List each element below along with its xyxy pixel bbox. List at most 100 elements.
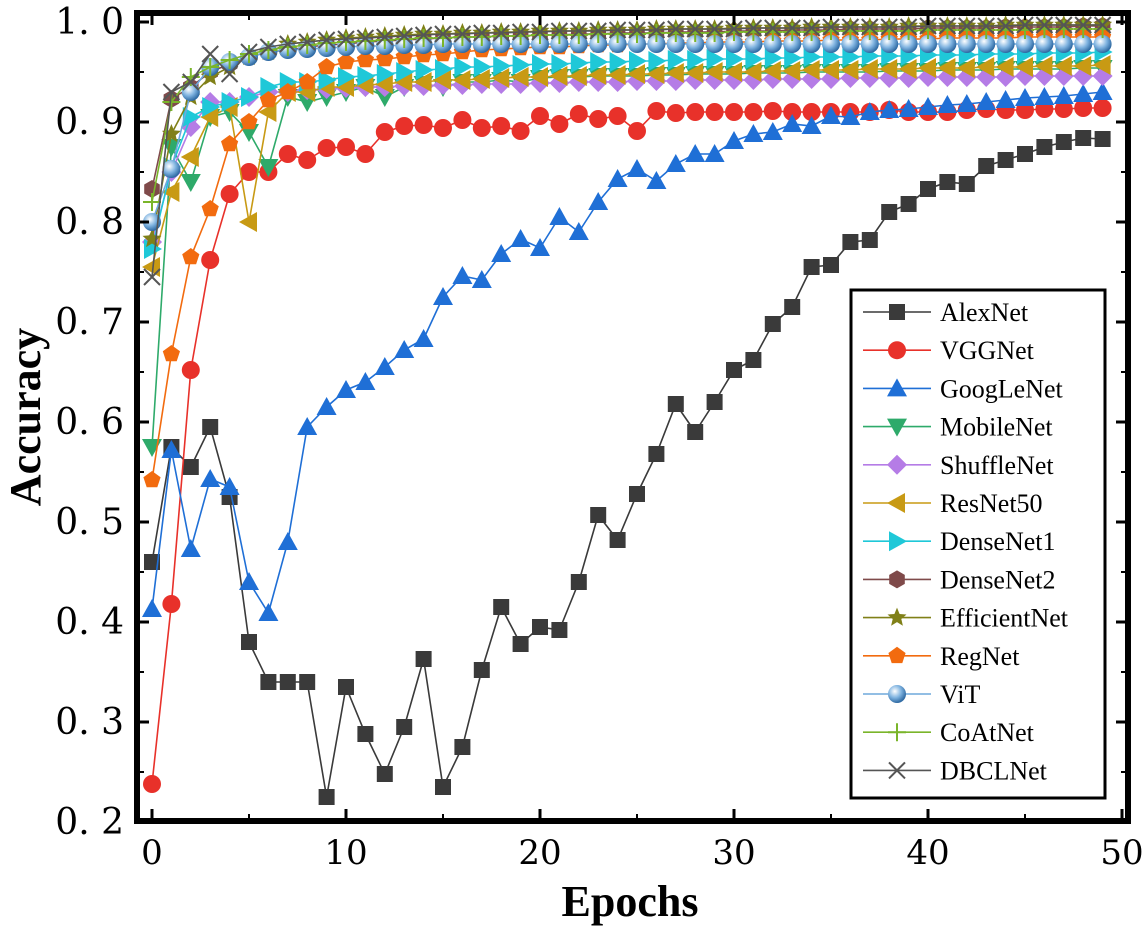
data-point-resnet50 <box>801 60 820 80</box>
data-point-vit <box>1016 35 1034 53</box>
data-point-coatnet <box>957 21 976 39</box>
data-point-googlenet <box>297 417 318 435</box>
x-tick-label: 40 <box>906 833 949 873</box>
y-tick-label: 0. 6 <box>55 402 124 443</box>
legend-label-densenet1: DenseNet1 <box>940 527 1056 556</box>
legend-marker-shufflenet <box>887 454 907 475</box>
data-point-coatnet <box>472 28 491 46</box>
data-point-coatnet <box>899 22 918 40</box>
data-point-dbclnet <box>279 35 297 53</box>
data-point-googlenet <box>1034 87 1055 105</box>
data-point-regnet <box>337 53 355 70</box>
data-point-vggnet <box>1074 99 1093 117</box>
data-point-resnet50 <box>840 60 859 80</box>
data-point-googlenet <box>530 238 550 256</box>
data-point-resnet50 <box>374 74 393 94</box>
data-point-resnet50 <box>142 257 160 277</box>
data-point-googlenet <box>724 131 744 149</box>
legend-marker-efficientnet <box>887 607 907 626</box>
legend-marker-resnet50 <box>887 493 905 513</box>
data-point-vit <box>841 35 860 53</box>
series-line-dbclnet <box>151 24 1103 278</box>
data-point-alexnet <box>415 651 432 667</box>
data-point-resnet50 <box>956 58 975 78</box>
data-point-alexnet <box>512 636 529 652</box>
data-point-googlenet <box>588 192 609 210</box>
data-point-resnet50 <box>607 65 626 85</box>
data-point-densenet1 <box>667 50 686 70</box>
data-point-vit <box>686 35 705 53</box>
data-point-densenet1 <box>570 53 589 73</box>
data-point-resnet50 <box>239 212 257 232</box>
data-point-vit <box>880 35 899 53</box>
data-point-densenet1 <box>764 48 783 68</box>
data-point-vggnet <box>705 103 724 121</box>
data-point-googlenet <box>491 244 512 262</box>
data-point-dbclnet <box>705 20 724 38</box>
data-point-dbclnet <box>996 17 1015 35</box>
data-point-dbclnet <box>628 21 646 39</box>
data-point-densenet1 <box>648 51 667 71</box>
data-point-googlenet <box>452 266 473 284</box>
data-point-regnet <box>318 58 336 75</box>
data-point-dbclnet <box>822 18 840 36</box>
data-point-dbclnet <box>938 17 957 35</box>
data-point-vggnet <box>162 595 181 613</box>
data-point-alexnet <box>182 459 199 475</box>
legend-label-coatnet: CoAtNet <box>940 718 1035 747</box>
data-point-dbclnet <box>143 268 161 286</box>
data-point-dbclnet <box>337 30 355 48</box>
data-point-dbclnet <box>764 19 782 37</box>
data-point-dbclnet <box>1074 16 1092 34</box>
data-point-alexnet <box>1036 139 1053 155</box>
data-point-densenet1 <box>376 64 395 84</box>
data-point-resnet50 <box>568 66 587 86</box>
data-point-alexnet <box>144 554 160 570</box>
data-point-densenet1 <box>745 49 764 69</box>
data-point-alexnet <box>493 599 510 615</box>
data-point-resnet50 <box>724 62 742 82</box>
legend-marker-dbclnet <box>888 761 906 780</box>
data-point-resnet50 <box>937 58 956 78</box>
data-point-dbclnet <box>686 20 704 38</box>
data-point-resnet50 <box>588 65 607 85</box>
x-tick-label: 50 <box>1100 833 1143 873</box>
data-point-alexnet <box>454 739 471 755</box>
data-point-vit <box>589 35 608 53</box>
data-point-googlenet <box>142 599 162 617</box>
data-point-densenet1 <box>629 51 647 71</box>
data-point-densenet1 <box>435 59 453 79</box>
data-point-densenet1 <box>726 49 744 69</box>
data-point-alexnet <box>745 352 762 368</box>
data-point-dbclnet <box>608 21 627 39</box>
data-point-resnet50 <box>995 57 1014 77</box>
data-point-vit <box>666 35 685 53</box>
legend-label-alexnet: AlexNet <box>940 298 1029 327</box>
data-point-alexnet <box>376 766 393 782</box>
data-point-vit <box>938 35 957 53</box>
x-axis-title: Epochs <box>562 877 699 926</box>
data-point-vggnet <box>1054 100 1073 118</box>
data-point-coatnet <box>744 23 763 41</box>
data-point-resnet50 <box>452 70 471 90</box>
data-point-densenet1 <box>454 57 473 77</box>
data-point-coatnet <box>240 45 258 63</box>
data-point-vit <box>705 35 724 53</box>
data-point-googlenet <box>316 397 337 415</box>
y-tick-label: 0. 3 <box>55 702 124 743</box>
data-point-vggnet <box>666 104 685 122</box>
data-point-googlenet <box>956 94 977 112</box>
data-point-coatnet <box>143 193 161 211</box>
legend: AlexNet VGGNet GoogLeNet MobileNet ShuffleNe… <box>849 288 1107 800</box>
data-point-alexnet <box>900 196 917 212</box>
data-point-densenet1 <box>182 107 201 127</box>
data-point-dbclnet <box>550 22 569 40</box>
data-point-googlenet <box>646 171 667 189</box>
data-point-dbclnet <box>744 19 763 37</box>
data-point-vggnet <box>201 251 220 269</box>
data-point-googlenet <box>782 114 803 132</box>
data-point-alexnet <box>590 507 607 523</box>
data-point-alexnet <box>687 424 704 440</box>
data-point-regnet <box>162 345 180 362</box>
data-point-alexnet <box>842 234 859 250</box>
